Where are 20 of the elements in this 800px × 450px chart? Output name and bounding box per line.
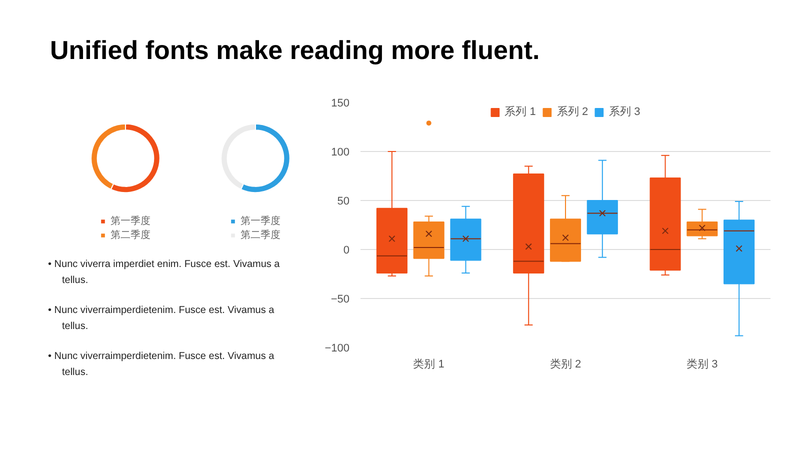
y-tick-label: 0 xyxy=(343,244,350,256)
legend-label: 第一季度 xyxy=(240,214,280,228)
legend-label: 第二季度 xyxy=(240,228,280,242)
x-tick-label: 类别 1 xyxy=(413,358,444,370)
text: • Nunc viverraimperdietenim. Fusce est. Vivamus a tellus. xyxy=(48,304,276,334)
y-tick-label: −100 xyxy=(324,342,350,354)
y-tick-label: 50 xyxy=(337,196,350,208)
y-tick-label: 100 xyxy=(331,146,350,158)
text: • Nunc viverra imperdiet enim. Fusce est. Vivamus a tellus. xyxy=(48,258,281,288)
legend-label: 系列 2 xyxy=(556,104,588,119)
x-tick-label: 类别 3 xyxy=(686,358,718,370)
y-tick-label: −50 xyxy=(330,294,350,306)
text: Unified fonts make reading more fluent. xyxy=(50,34,540,67)
legend-label: 系列 3 xyxy=(609,104,640,119)
x-tick-label: 类别 2 xyxy=(550,358,582,370)
legend-label: 第二季度 xyxy=(110,228,150,242)
legend-label: 系列 1 xyxy=(504,104,536,119)
text: • Nunc viverraimperdietenim. Fusce est. Vivamus a tellus. xyxy=(48,350,276,380)
y-tick-label: 150 xyxy=(331,98,350,110)
legend-label: 第一季度 xyxy=(110,214,150,228)
